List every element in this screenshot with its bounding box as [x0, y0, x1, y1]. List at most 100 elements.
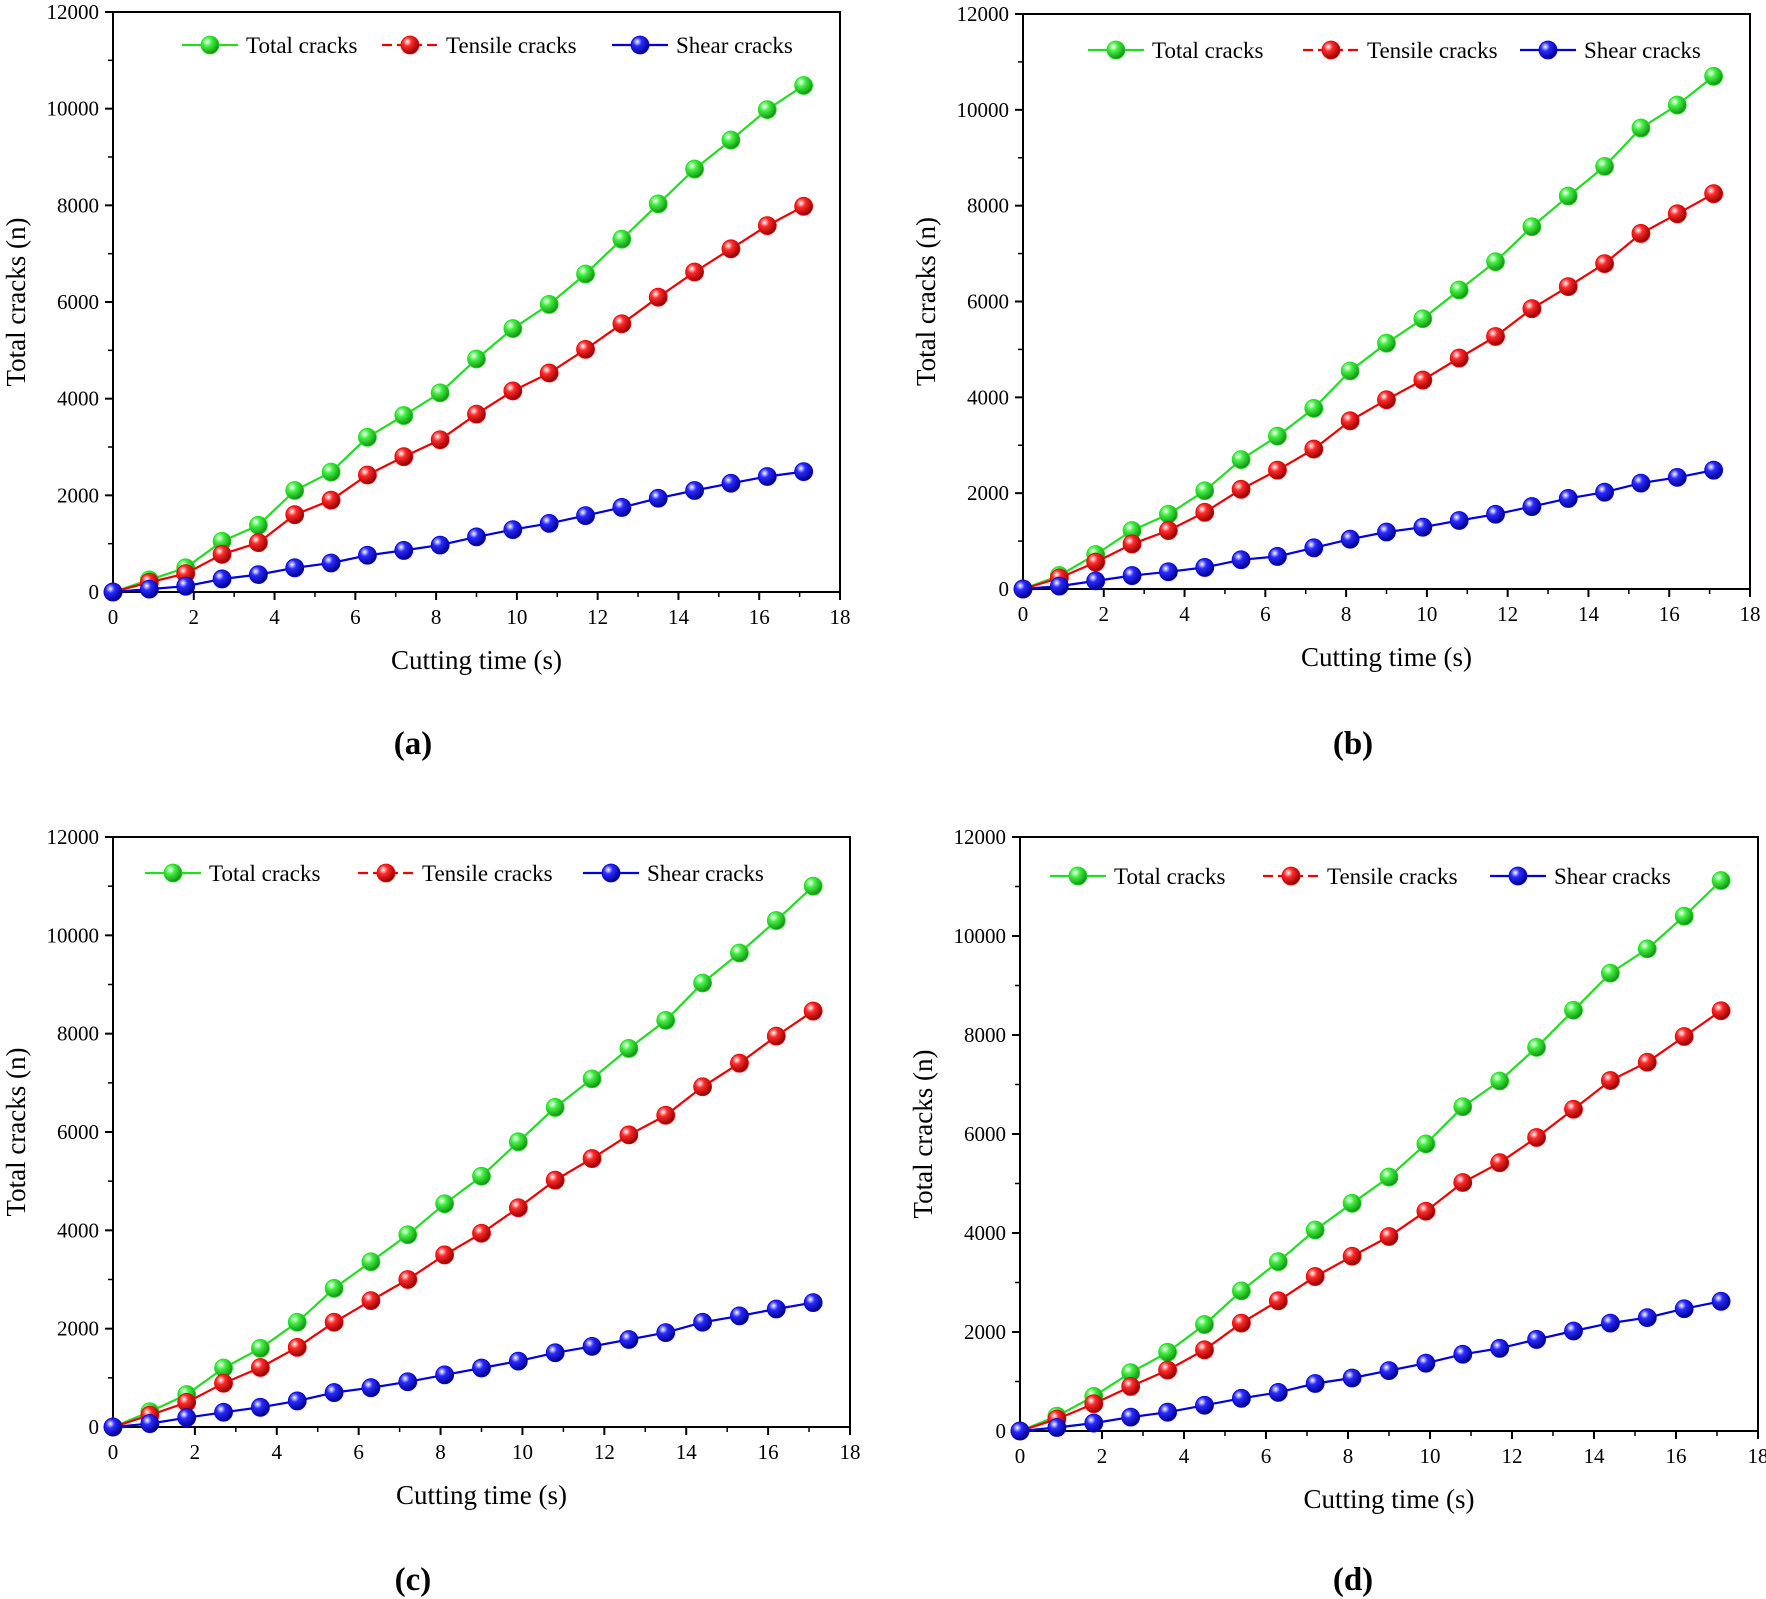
data-point-total-cracks	[1159, 504, 1178, 524]
panel-label: (c)	[395, 1562, 432, 1598]
data-point-shear-cracks	[1704, 460, 1724, 480]
data-point-tensile-cracks	[612, 314, 632, 334]
data-point-total-cracks	[1595, 156, 1614, 176]
data-point-total-cracks	[1232, 1281, 1251, 1301]
y-tick-label: 8000	[964, 1023, 1006, 1047]
data-point-tensile-cracks	[1558, 277, 1578, 297]
data-point-shear-cracks	[103, 582, 123, 602]
data-point-tensile-cracks	[430, 430, 450, 450]
x-tick-label: 10	[1420, 1444, 1441, 1468]
legend: Total cracks Tensile cracks Shear cracks	[182, 33, 793, 58]
data-point-tensile-cracks	[656, 1105, 676, 1125]
data-point-total-cracks	[1158, 1342, 1177, 1362]
data-point-total-cracks	[1268, 1252, 1288, 1272]
series-tensile-cracks	[103, 1001, 823, 1437]
data-point-tensile-cracks	[1453, 1173, 1473, 1192]
x-tick-label: 16	[1666, 1444, 1687, 1468]
data-point-shear-cracks	[794, 462, 814, 482]
data-point-tensile-cracks	[1704, 184, 1724, 204]
legend-label-tensile-cracks: Tensile cracks	[1367, 38, 1498, 63]
data-point-shear-cracks	[1637, 1308, 1657, 1328]
legend-marker-tensile-cracks	[376, 863, 396, 883]
data-point-tensile-cracks	[1121, 1377, 1141, 1396]
data-point-shear-cracks	[1268, 1382, 1288, 1402]
x-tick-label: 18	[840, 1440, 861, 1464]
data-point-shear-cracks	[619, 1330, 639, 1349]
data-point-total-cracks	[467, 349, 486, 369]
data-point-tensile-cracks	[212, 544, 232, 564]
x-tick-label: 4	[272, 1440, 283, 1464]
data-point-shear-cracks	[503, 520, 523, 540]
data-point-total-cracks	[1558, 186, 1578, 206]
data-point-total-cracks	[656, 1010, 676, 1030]
data-point-total-cracks	[1416, 1134, 1436, 1154]
legend-label-tensile-cracks: Tensile cracks	[422, 861, 553, 886]
data-point-shear-cracks	[321, 553, 341, 573]
x-tick-label: 8	[1341, 602, 1352, 626]
data-point-tensile-cracks	[1674, 1027, 1694, 1046]
series-line-total-cracks	[1019, 879, 1722, 1433]
y-tick-label: 2000	[964, 1320, 1006, 1344]
data-point-shear-cracks	[1304, 538, 1324, 558]
data-point-tensile-cracks	[398, 1270, 418, 1289]
data-point-total-cracks	[1490, 1071, 1510, 1091]
series-shear-cracks	[103, 462, 814, 602]
y-axis-title: Total cracks (n)	[908, 1049, 938, 1218]
data-point-shear-cracks	[539, 513, 559, 533]
series-shear-cracks	[103, 1293, 823, 1437]
data-point-total-cracks	[582, 1069, 602, 1089]
data-point-tensile-cracks	[766, 1026, 786, 1046]
data-point-shear-cracks	[472, 1358, 491, 1378]
y-tick-label: 6000	[964, 1122, 1006, 1146]
data-point-tensile-cracks	[503, 381, 523, 401]
data-point-total-cracks	[394, 406, 414, 425]
data-point-tensile-cracks	[539, 363, 559, 383]
data-point-total-cracks	[1379, 1167, 1399, 1187]
legend-marker-tensile-cracks	[1321, 40, 1341, 60]
series-shear-cracks	[1013, 460, 1724, 599]
x-tick-label: 10	[1416, 602, 1437, 626]
data-point-shear-cracks	[287, 1391, 307, 1411]
x-axis-title: Cutting time (s)	[391, 645, 562, 675]
data-point-total-cracks	[1340, 361, 1360, 381]
data-point-shear-cracks	[358, 545, 377, 565]
data-point-shear-cracks	[1595, 482, 1614, 502]
y-tick-label: 0	[89, 580, 100, 604]
data-point-shear-cracks	[177, 1408, 197, 1428]
y-tick-label: 10000	[957, 98, 1010, 122]
legend-label-total-cracks: Total cracks	[1152, 38, 1263, 63]
data-point-shear-cracks	[1121, 1407, 1141, 1427]
x-tick-label: 14	[1584, 1444, 1606, 1468]
x-tick-label: 16	[1659, 602, 1680, 626]
data-point-shear-cracks	[545, 1343, 565, 1363]
data-point-shear-cracks	[1449, 511, 1469, 530]
data-point-total-cracks	[1449, 280, 1469, 300]
data-point-total-cracks	[693, 973, 712, 993]
data-point-total-cracks	[1305, 1220, 1325, 1240]
data-point-tensile-cracks	[803, 1001, 823, 1021]
data-point-tensile-cracks	[1268, 1291, 1288, 1311]
legend-marker-tensile-cracks	[1281, 866, 1301, 886]
legend-marker-tensile-cracks	[400, 35, 420, 55]
legend-label-shear-cracks: Shear cracks	[1584, 38, 1701, 63]
data-point-shear-cracks	[1049, 576, 1069, 596]
x-tick-label: 18	[1748, 1444, 1766, 1468]
data-point-tensile-cracks	[435, 1245, 455, 1265]
y-tick-label: 4000	[57, 387, 99, 411]
data-point-tensile-cracks	[1268, 460, 1287, 480]
data-point-total-cracks	[1413, 309, 1433, 329]
data-point-tensile-cracks	[1195, 1340, 1214, 1360]
data-point-tensile-cracks	[685, 262, 704, 282]
data-point-total-cracks	[1304, 398, 1324, 418]
x-tick-label: 2	[1097, 1444, 1108, 1468]
panel-label: (a)	[394, 726, 432, 762]
data-point-tensile-cracks	[361, 1291, 381, 1311]
y-tick-label: 10000	[47, 97, 100, 121]
data-point-total-cracks	[472, 1166, 491, 1186]
data-point-total-cracks	[248, 515, 268, 535]
data-point-tensile-cracks	[1490, 1153, 1510, 1173]
x-tick-label: 12	[594, 1440, 615, 1464]
y-tick-label: 4000	[964, 1221, 1006, 1245]
data-point-total-cracks	[1195, 1315, 1214, 1334]
